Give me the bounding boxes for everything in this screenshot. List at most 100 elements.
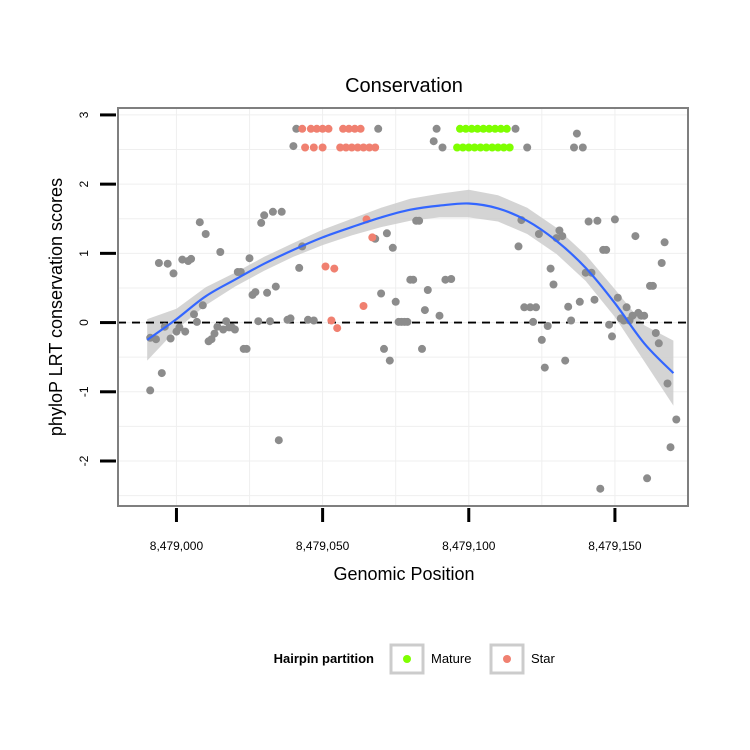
data-point-other	[210, 329, 219, 338]
data-point-other	[254, 317, 263, 326]
data-point-other	[154, 259, 163, 267]
data-point-other	[245, 254, 254, 263]
data-point-other	[520, 303, 529, 312]
data-point-other	[146, 386, 155, 395]
data-point-other	[511, 124, 520, 133]
data-point-other	[575, 297, 584, 306]
data-point-other	[605, 320, 614, 329]
data-point-other	[564, 302, 573, 311]
data-point-star	[321, 262, 330, 271]
data-point-mature	[499, 143, 508, 152]
data-point-other	[385, 356, 394, 365]
data-point-mature	[476, 143, 485, 152]
data-point-other	[409, 275, 418, 284]
data-point-other	[230, 325, 239, 334]
data-point-star	[359, 143, 368, 152]
axes: 8,479,000 8,479,050 8,479,100 8,479,150 -2 -1…	[77, 111, 642, 553]
data-point-mature	[479, 124, 488, 133]
data-point-other	[534, 230, 543, 238]
data-point-other	[418, 344, 426, 353]
data-point-other	[532, 303, 540, 312]
data-point-star	[371, 143, 380, 152]
data-point-mature	[482, 143, 491, 152]
data-point-other	[266, 317, 274, 326]
data-point-other	[236, 268, 245, 276]
data-point-other	[222, 317, 231, 326]
data-point-other	[631, 232, 640, 241]
data-point-star	[309, 143, 318, 152]
data-point-other	[260, 211, 269, 220]
data-point-other	[201, 230, 210, 238]
data-point-star	[347, 143, 356, 152]
data-point-other	[432, 124, 441, 133]
data-point-other	[435, 311, 444, 320]
data-point-other	[423, 286, 432, 294]
data-point-other	[420, 306, 429, 315]
data-point-mature	[473, 124, 482, 133]
data-point-star	[365, 143, 374, 152]
data-point-star	[356, 124, 365, 133]
x-axis-label: Genomic Position	[333, 564, 474, 584]
data-point-other	[593, 216, 602, 225]
data-point-other	[558, 232, 567, 241]
data-point-other	[613, 293, 622, 302]
x-tick-label: 8,479,000	[150, 539, 204, 553]
data-point-other	[295, 263, 304, 272]
data-point-other	[570, 143, 578, 152]
data-point-other	[429, 137, 438, 146]
data-point-other	[216, 248, 225, 256]
data-point-other	[648, 281, 657, 290]
smooth-curve	[146, 202, 675, 374]
data-point-other	[596, 484, 605, 493]
data-point-mature	[453, 143, 462, 152]
data-point-other	[251, 288, 260, 297]
data-point-other	[391, 297, 400, 306]
data-point-other	[546, 264, 555, 273]
data-point-other	[657, 259, 666, 267]
data-point-other	[651, 329, 660, 337]
data-point-other	[447, 275, 456, 283]
data-point-other	[277, 207, 286, 216]
data-point-other	[166, 334, 175, 343]
legend-dot-star	[503, 655, 511, 663]
data-point-star	[344, 124, 353, 133]
data-point-star	[298, 124, 307, 133]
legend-title: Hairpin partition	[274, 651, 374, 666]
data-point-star	[330, 264, 339, 273]
data-point-mature	[464, 143, 473, 152]
x-tick-label: 8,479,100	[442, 539, 496, 553]
data-point-mature	[496, 124, 505, 133]
data-point-other	[543, 322, 552, 330]
data-point-other	[309, 316, 318, 325]
data-point-other	[152, 335, 160, 344]
data-point-other	[567, 316, 576, 325]
data-point-mature	[502, 124, 511, 133]
data-point-other	[157, 369, 166, 378]
data-point-other	[537, 335, 546, 344]
data-point-other	[163, 259, 172, 268]
data-point-other	[403, 317, 412, 326]
data-point-mature	[494, 143, 502, 152]
legend-label-star: Star	[531, 651, 556, 666]
data-point-other	[672, 415, 681, 424]
data-point-other	[643, 474, 652, 483]
data-point-other	[584, 217, 593, 226]
data-point-other	[572, 129, 581, 138]
data-point-mature	[467, 124, 476, 133]
data-point-other	[590, 295, 599, 304]
data-point-mature	[470, 143, 479, 152]
data-point-other	[526, 303, 535, 312]
data-point-mature	[485, 124, 494, 133]
x-tick-label: 8,479,050	[296, 539, 350, 553]
data-point-other	[438, 143, 447, 152]
data-point-other	[523, 143, 532, 152]
legend-label-mature: Mature	[431, 651, 471, 666]
data-point-other	[540, 363, 549, 372]
data-point-star	[318, 124, 327, 133]
y-tick-label: 1	[77, 250, 91, 257]
data-point-other	[663, 379, 672, 388]
data-point-other	[181, 327, 190, 336]
data-point-other	[268, 207, 277, 216]
data-point-other	[187, 254, 196, 263]
